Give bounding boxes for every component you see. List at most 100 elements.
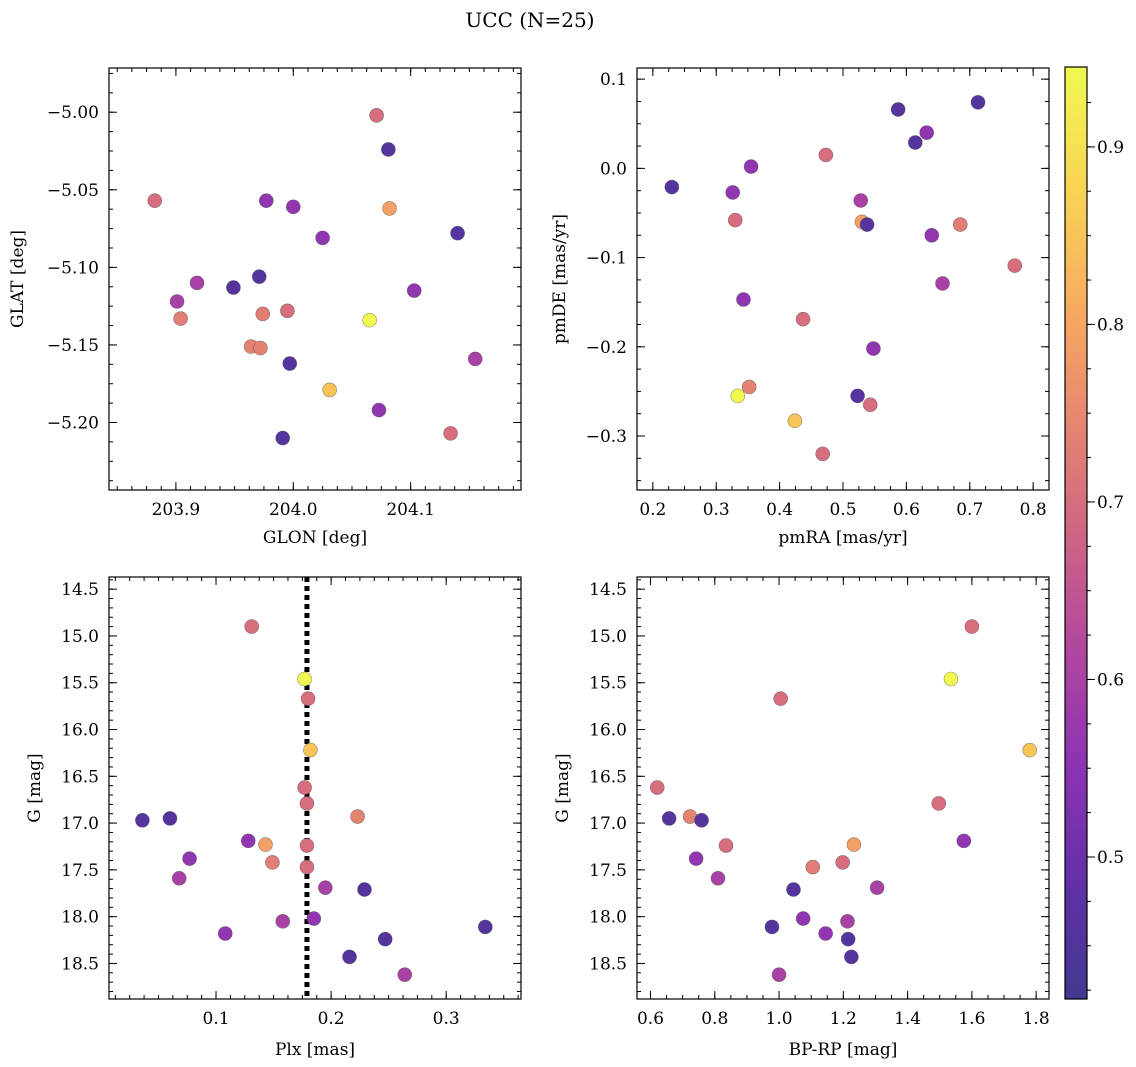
y-tick-label: 17.0 bbox=[61, 814, 99, 834]
scatter-point bbox=[730, 388, 746, 404]
colorbar-tick-label: 0.9 bbox=[1097, 138, 1124, 158]
x-tick-label: 0.7 bbox=[956, 500, 983, 520]
axes-frame bbox=[108, 576, 522, 1000]
scatter-point bbox=[182, 851, 197, 866]
scatter-point bbox=[688, 851, 704, 866]
y-tick-label: 16.5 bbox=[61, 767, 99, 787]
scatter-point bbox=[725, 185, 741, 200]
scatter-point bbox=[736, 292, 751, 307]
y-tick-label: 15.0 bbox=[61, 627, 99, 647]
y-tick-label: 18.0 bbox=[589, 908, 627, 928]
scatter-point bbox=[244, 619, 260, 634]
y-axis-label: pmDE [mas/yr] bbox=[550, 214, 570, 344]
panel-glon-glat-ticks bbox=[109, 68, 521, 490]
scatter-point bbox=[956, 833, 972, 849]
scatter-point bbox=[275, 430, 291, 446]
panel-pmra-pmde: 0.2 0.3 0.4 0.5 0.6 0.7 0.8 −0.3 −0.2 −0.1 0.0 0.1 p… bbox=[550, 67, 1050, 548]
scatter-point bbox=[710, 870, 726, 886]
scatter-point bbox=[306, 911, 322, 926]
scatter-point bbox=[357, 882, 372, 897]
scatter-point bbox=[859, 217, 875, 232]
scatter-point bbox=[377, 931, 393, 947]
x-tick-label: 204.0 bbox=[269, 500, 318, 520]
scatter-point bbox=[815, 446, 831, 462]
y-tick-label: −0.1 bbox=[586, 249, 627, 269]
scatter-point bbox=[443, 426, 458, 441]
axes-frame bbox=[108, 67, 522, 491]
scatter-point bbox=[664, 179, 680, 195]
scatter-point bbox=[795, 311, 811, 327]
y-tick-label: 17.0 bbox=[589, 814, 627, 834]
scatter-point bbox=[162, 811, 178, 826]
scatter-point bbox=[189, 275, 205, 291]
panels: 203.9 204.0 204.1 −5.20 −5.15 −5.10 −5.05 −5.00… bbox=[8, 67, 1050, 1060]
scatter-point bbox=[907, 135, 923, 150]
scatter-point bbox=[840, 931, 856, 947]
scatter-point bbox=[258, 837, 273, 852]
scatter-point bbox=[805, 859, 821, 875]
scatter-point bbox=[743, 159, 759, 174]
colorbar-tick-label: 0.6 bbox=[1097, 670, 1124, 690]
scatter-point bbox=[342, 949, 357, 965]
x-axis-label: BP-RP [mag] bbox=[789, 1040, 898, 1060]
scatter-point bbox=[952, 217, 968, 232]
scatter-point bbox=[771, 967, 787, 982]
scatter-point bbox=[844, 949, 859, 965]
x-tick-label: 0.6 bbox=[893, 500, 920, 520]
x-axis-label: Plx [mas] bbox=[275, 1040, 355, 1060]
y-tick-label: 16.0 bbox=[589, 721, 627, 741]
scatter-point bbox=[1007, 258, 1023, 273]
axes-frame bbox=[636, 576, 1050, 1000]
scatter-point bbox=[258, 193, 274, 208]
scatter-point bbox=[318, 880, 333, 895]
scatter-point bbox=[931, 796, 947, 811]
scatter-point bbox=[315, 230, 330, 246]
axes-frame bbox=[636, 67, 1050, 491]
x-tick-label: 203.9 bbox=[152, 500, 201, 520]
x-tick-label: 204.1 bbox=[386, 500, 435, 520]
y-axis-label: G [mag] bbox=[553, 753, 573, 822]
y-tick-label: −5.15 bbox=[47, 336, 99, 356]
scatter-point bbox=[919, 125, 934, 140]
colorbar-tick-label: 0.8 bbox=[1097, 315, 1124, 335]
x-tick-label: 0.8 bbox=[701, 1009, 728, 1029]
scatter-point bbox=[217, 926, 233, 941]
scatter-point bbox=[297, 671, 312, 687]
scatter-point bbox=[322, 382, 337, 398]
scatter-point bbox=[741, 379, 757, 395]
scatter-point bbox=[787, 413, 803, 429]
scatter-point bbox=[943, 671, 959, 687]
y-tick-label: −5.20 bbox=[47, 414, 99, 434]
scatter-point bbox=[764, 919, 780, 935]
scatter-point bbox=[924, 227, 940, 243]
panel-plx-g: 0.1 0.2 0.3 14.5 15.0 15.5 16.0 16.5 17.0 17.5 18.… bbox=[25, 576, 522, 1060]
x-axis-label: pmRA [mas/yr] bbox=[778, 528, 907, 548]
scatter-point bbox=[173, 311, 188, 326]
y-tick-label: 17.5 bbox=[589, 861, 627, 881]
figure-title: UCC (N=25) bbox=[465, 8, 594, 32]
scatter-point bbox=[467, 351, 483, 367]
scatter-point bbox=[282, 356, 298, 371]
x-tick-label: 1.4 bbox=[894, 1009, 921, 1029]
scatter-point bbox=[835, 855, 850, 870]
scatter-point bbox=[1022, 742, 1038, 758]
scatter-point bbox=[265, 855, 280, 870]
scatter-point bbox=[818, 147, 834, 163]
y-axis-label: GLAT [deg] bbox=[8, 230, 28, 328]
scatter-point bbox=[300, 691, 316, 706]
x-tick-label: 0.1 bbox=[203, 1009, 230, 1029]
y-tick-label: 15.5 bbox=[589, 674, 627, 694]
y-tick-label: 16.5 bbox=[589, 767, 627, 787]
scatter-point bbox=[299, 859, 315, 875]
scatter-point bbox=[866, 341, 881, 356]
scatter-point bbox=[718, 838, 734, 853]
panel-bprp-g: 0.6 0.8 1.0 1.2 1.4 1.6 1.8 14.5 15.0 15.5 16.0 16.… bbox=[553, 576, 1050, 1060]
scatter-point bbox=[362, 312, 377, 328]
scatter-point bbox=[299, 796, 315, 811]
y-axis-label: G [mag] bbox=[25, 753, 45, 822]
x-tick-label: 0.8 bbox=[1020, 500, 1047, 520]
panel-pmra-pmde-ticks bbox=[636, 68, 1050, 490]
scatter-point bbox=[303, 742, 318, 758]
y-tick-label: 14.5 bbox=[589, 580, 627, 600]
